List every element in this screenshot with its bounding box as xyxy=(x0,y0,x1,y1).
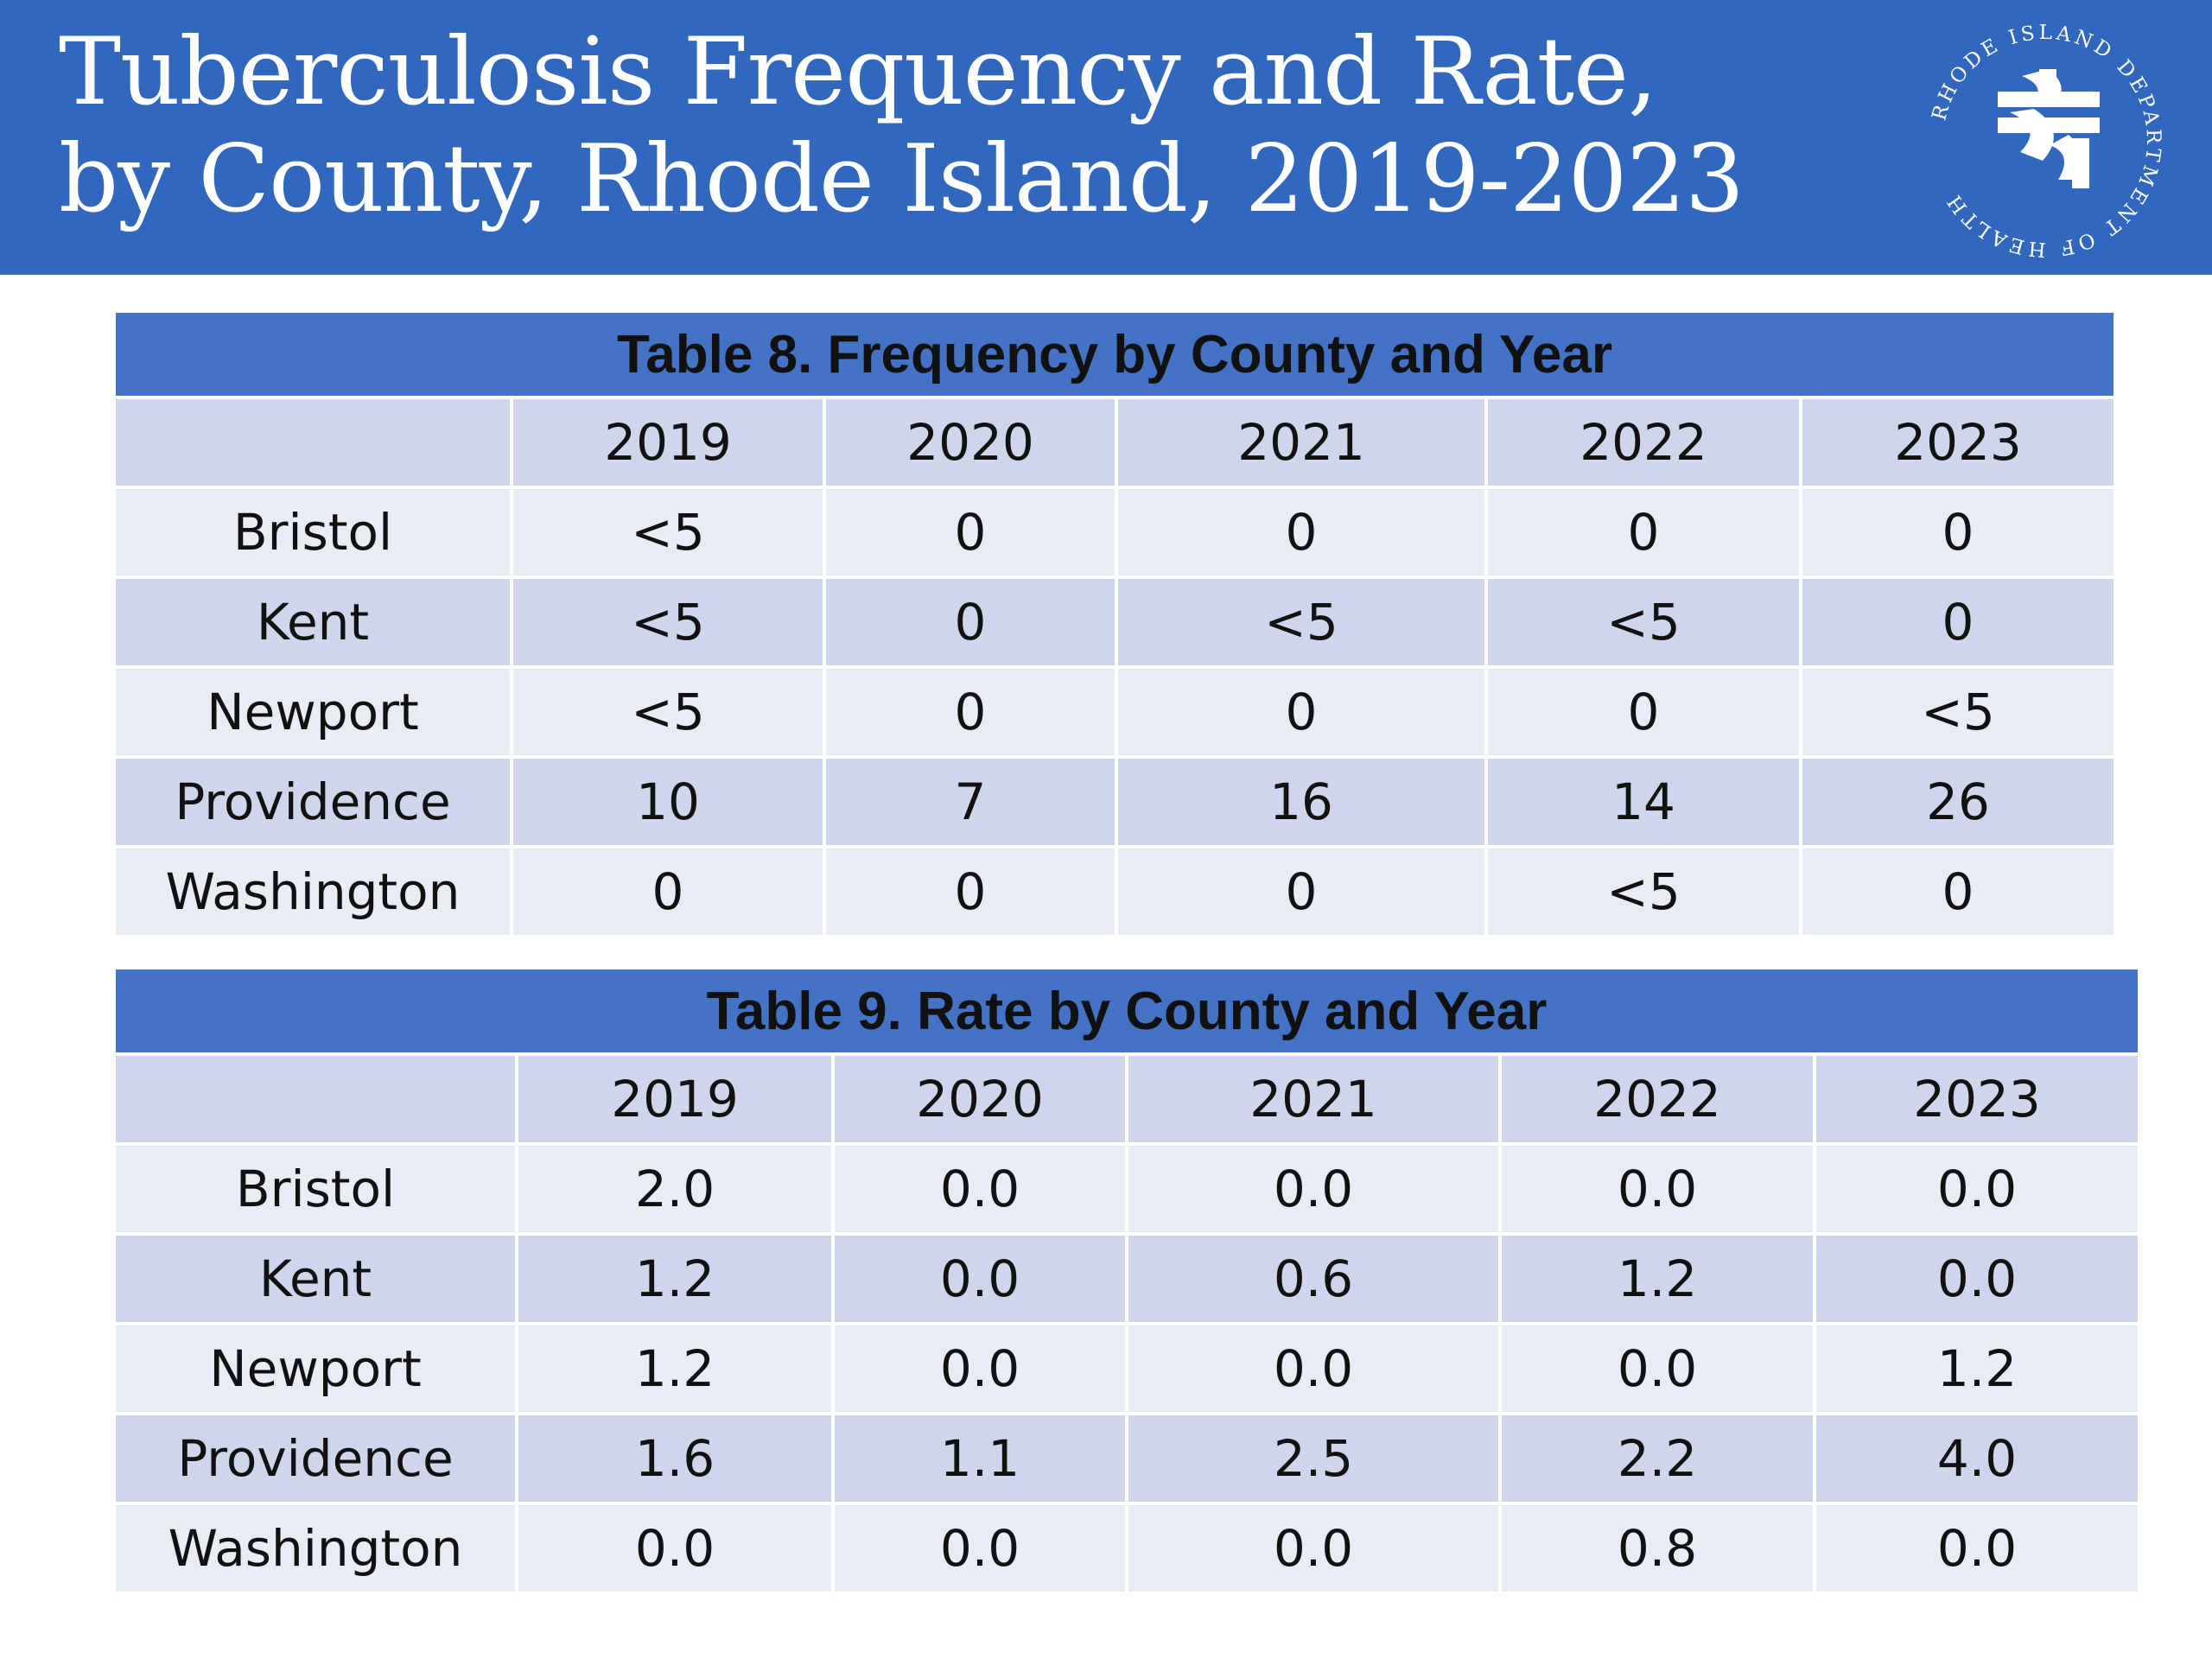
year-header: 2022 xyxy=(1488,399,1799,486)
table-cell: 0 xyxy=(1118,849,1484,935)
table-cell: <5 xyxy=(1118,579,1484,665)
county-label: Newport xyxy=(116,669,510,755)
year-header: 2021 xyxy=(1118,399,1484,486)
table-cell: 0 xyxy=(1118,669,1484,755)
table-cell: 26 xyxy=(1802,759,2113,845)
year-header-row: 2019 2020 2021 2022 2023 xyxy=(116,1056,2138,1142)
table-cell: 0.0 xyxy=(835,1325,1125,1412)
table-cell: 14 xyxy=(1488,759,1799,845)
table-cell: 0.0 xyxy=(1128,1505,1498,1592)
year-header: 2019 xyxy=(518,1056,831,1142)
table-cell: 0.0 xyxy=(1816,1236,2138,1322)
table-cell: 10 xyxy=(513,759,823,845)
year-header: 2022 xyxy=(1502,1056,1813,1142)
county-label: Providence xyxy=(116,1415,515,1502)
table-cell: 1.2 xyxy=(518,1325,831,1412)
table-cell: <5 xyxy=(513,669,823,755)
table-caption: Table 9. Rate by County and Year xyxy=(116,969,2138,1052)
table-cell: 0.0 xyxy=(518,1505,831,1592)
table-cell: 0.0 xyxy=(1128,1325,1498,1412)
table-cell: 0.0 xyxy=(1816,1505,2138,1592)
table-cell: 1.2 xyxy=(1502,1236,1813,1322)
table-cell: 1.2 xyxy=(1816,1325,2138,1412)
table-row: Providence 10 7 16 14 26 xyxy=(116,759,2113,845)
table-cell: 1.1 xyxy=(835,1415,1125,1502)
page-title: Tuberculosis Frequency and Rate, by Coun… xyxy=(59,18,1745,233)
table-cell: 0.0 xyxy=(1128,1146,1498,1232)
table-cell: <5 xyxy=(513,489,823,575)
table-cell: 0 xyxy=(826,489,1115,575)
table-cell: 0 xyxy=(826,579,1115,665)
table-row: Washington 0 0 0 <5 0 xyxy=(116,849,2113,935)
table-cell: 1.6 xyxy=(518,1415,831,1502)
table-cell: 16 xyxy=(1118,759,1484,845)
table-cell: <5 xyxy=(1488,849,1799,935)
table-row: Kent <5 0 <5 <5 0 xyxy=(116,579,2113,665)
table-row: Newport 1.2 0.0 0.0 0.0 1.2 xyxy=(116,1325,2138,1412)
table-cell: <5 xyxy=(1488,579,1799,665)
table-cell: 0.0 xyxy=(1816,1146,2138,1232)
county-label: Providence xyxy=(116,759,510,845)
county-label: Kent xyxy=(116,579,510,665)
corner-cell xyxy=(116,399,510,486)
corner-cell xyxy=(116,1056,515,1142)
county-label: Bristol xyxy=(116,489,510,575)
county-label: Washington xyxy=(116,849,510,935)
frequency-table: Table 8. Frequency by County and Year 20… xyxy=(112,309,2117,938)
year-header-row: 2019 2020 2021 2022 2023 xyxy=(116,399,2113,486)
table-cell: 0 xyxy=(1118,489,1484,575)
table-cell: 0 xyxy=(826,849,1115,935)
county-label: Kent xyxy=(116,1236,515,1322)
year-header: 2021 xyxy=(1128,1056,1498,1142)
year-header: 2020 xyxy=(835,1056,1125,1142)
table-cell: 0 xyxy=(1802,579,2113,665)
table-caption: Table 8. Frequency by County and Year xyxy=(116,313,2113,396)
table-cell: <5 xyxy=(513,579,823,665)
table-row: Bristol <5 0 0 0 0 xyxy=(116,489,2113,575)
table-cell: 0.6 xyxy=(1128,1236,1498,1322)
table-cell: <5 xyxy=(1802,669,2113,755)
table-cell: 0 xyxy=(1488,489,1799,575)
county-label: Newport xyxy=(116,1325,515,1412)
table-cell: 0.0 xyxy=(835,1146,1125,1232)
table-cell: 0 xyxy=(1802,489,2113,575)
table-cell: 2.5 xyxy=(1128,1415,1498,1502)
table-row: Bristol 2.0 0.0 0.0 0.0 0.0 xyxy=(116,1146,2138,1232)
title-banner: Tuberculosis Frequency and Rate, by Coun… xyxy=(0,0,2212,275)
rhode-island-department-of-health-logo: RHODE ISLAND DEPARTMENT OF HEALTH xyxy=(1928,22,2161,261)
table-cell: 1.2 xyxy=(518,1236,831,1322)
table-cell: 0 xyxy=(826,669,1115,755)
year-header: 2019 xyxy=(513,399,823,486)
year-header: 2023 xyxy=(1802,399,2113,486)
table-cell: 0 xyxy=(1488,669,1799,755)
table-row: Newport <5 0 0 0 <5 xyxy=(116,669,2113,755)
table-cell: 2.0 xyxy=(518,1146,831,1232)
table-cell: 0.0 xyxy=(1502,1146,1813,1232)
table-cell: 4.0 xyxy=(1816,1415,2138,1502)
table-cell: 0.0 xyxy=(835,1236,1125,1322)
table-cell: 0.0 xyxy=(835,1505,1125,1592)
table-cell: 2.2 xyxy=(1502,1415,1813,1502)
table-row: Kent 1.2 0.0 0.6 1.2 0.0 xyxy=(116,1236,2138,1322)
table-row: Providence 1.6 1.1 2.5 2.2 4.0 xyxy=(116,1415,2138,1502)
table-cell: 0 xyxy=(513,849,823,935)
year-header: 2020 xyxy=(826,399,1115,486)
county-label: Washington xyxy=(116,1505,515,1592)
year-header: 2023 xyxy=(1816,1056,2138,1142)
table-cell: 7 xyxy=(826,759,1115,845)
table-cell: 0.0 xyxy=(1502,1325,1813,1412)
table-row: Washington 0.0 0.0 0.0 0.8 0.0 xyxy=(116,1505,2138,1592)
table-cell: 0 xyxy=(1802,849,2113,935)
county-label: Bristol xyxy=(116,1146,515,1232)
rate-table: Table 9. Rate by County and Year 2019 20… xyxy=(112,966,2141,1595)
table-cell: 0.8 xyxy=(1502,1505,1813,1592)
